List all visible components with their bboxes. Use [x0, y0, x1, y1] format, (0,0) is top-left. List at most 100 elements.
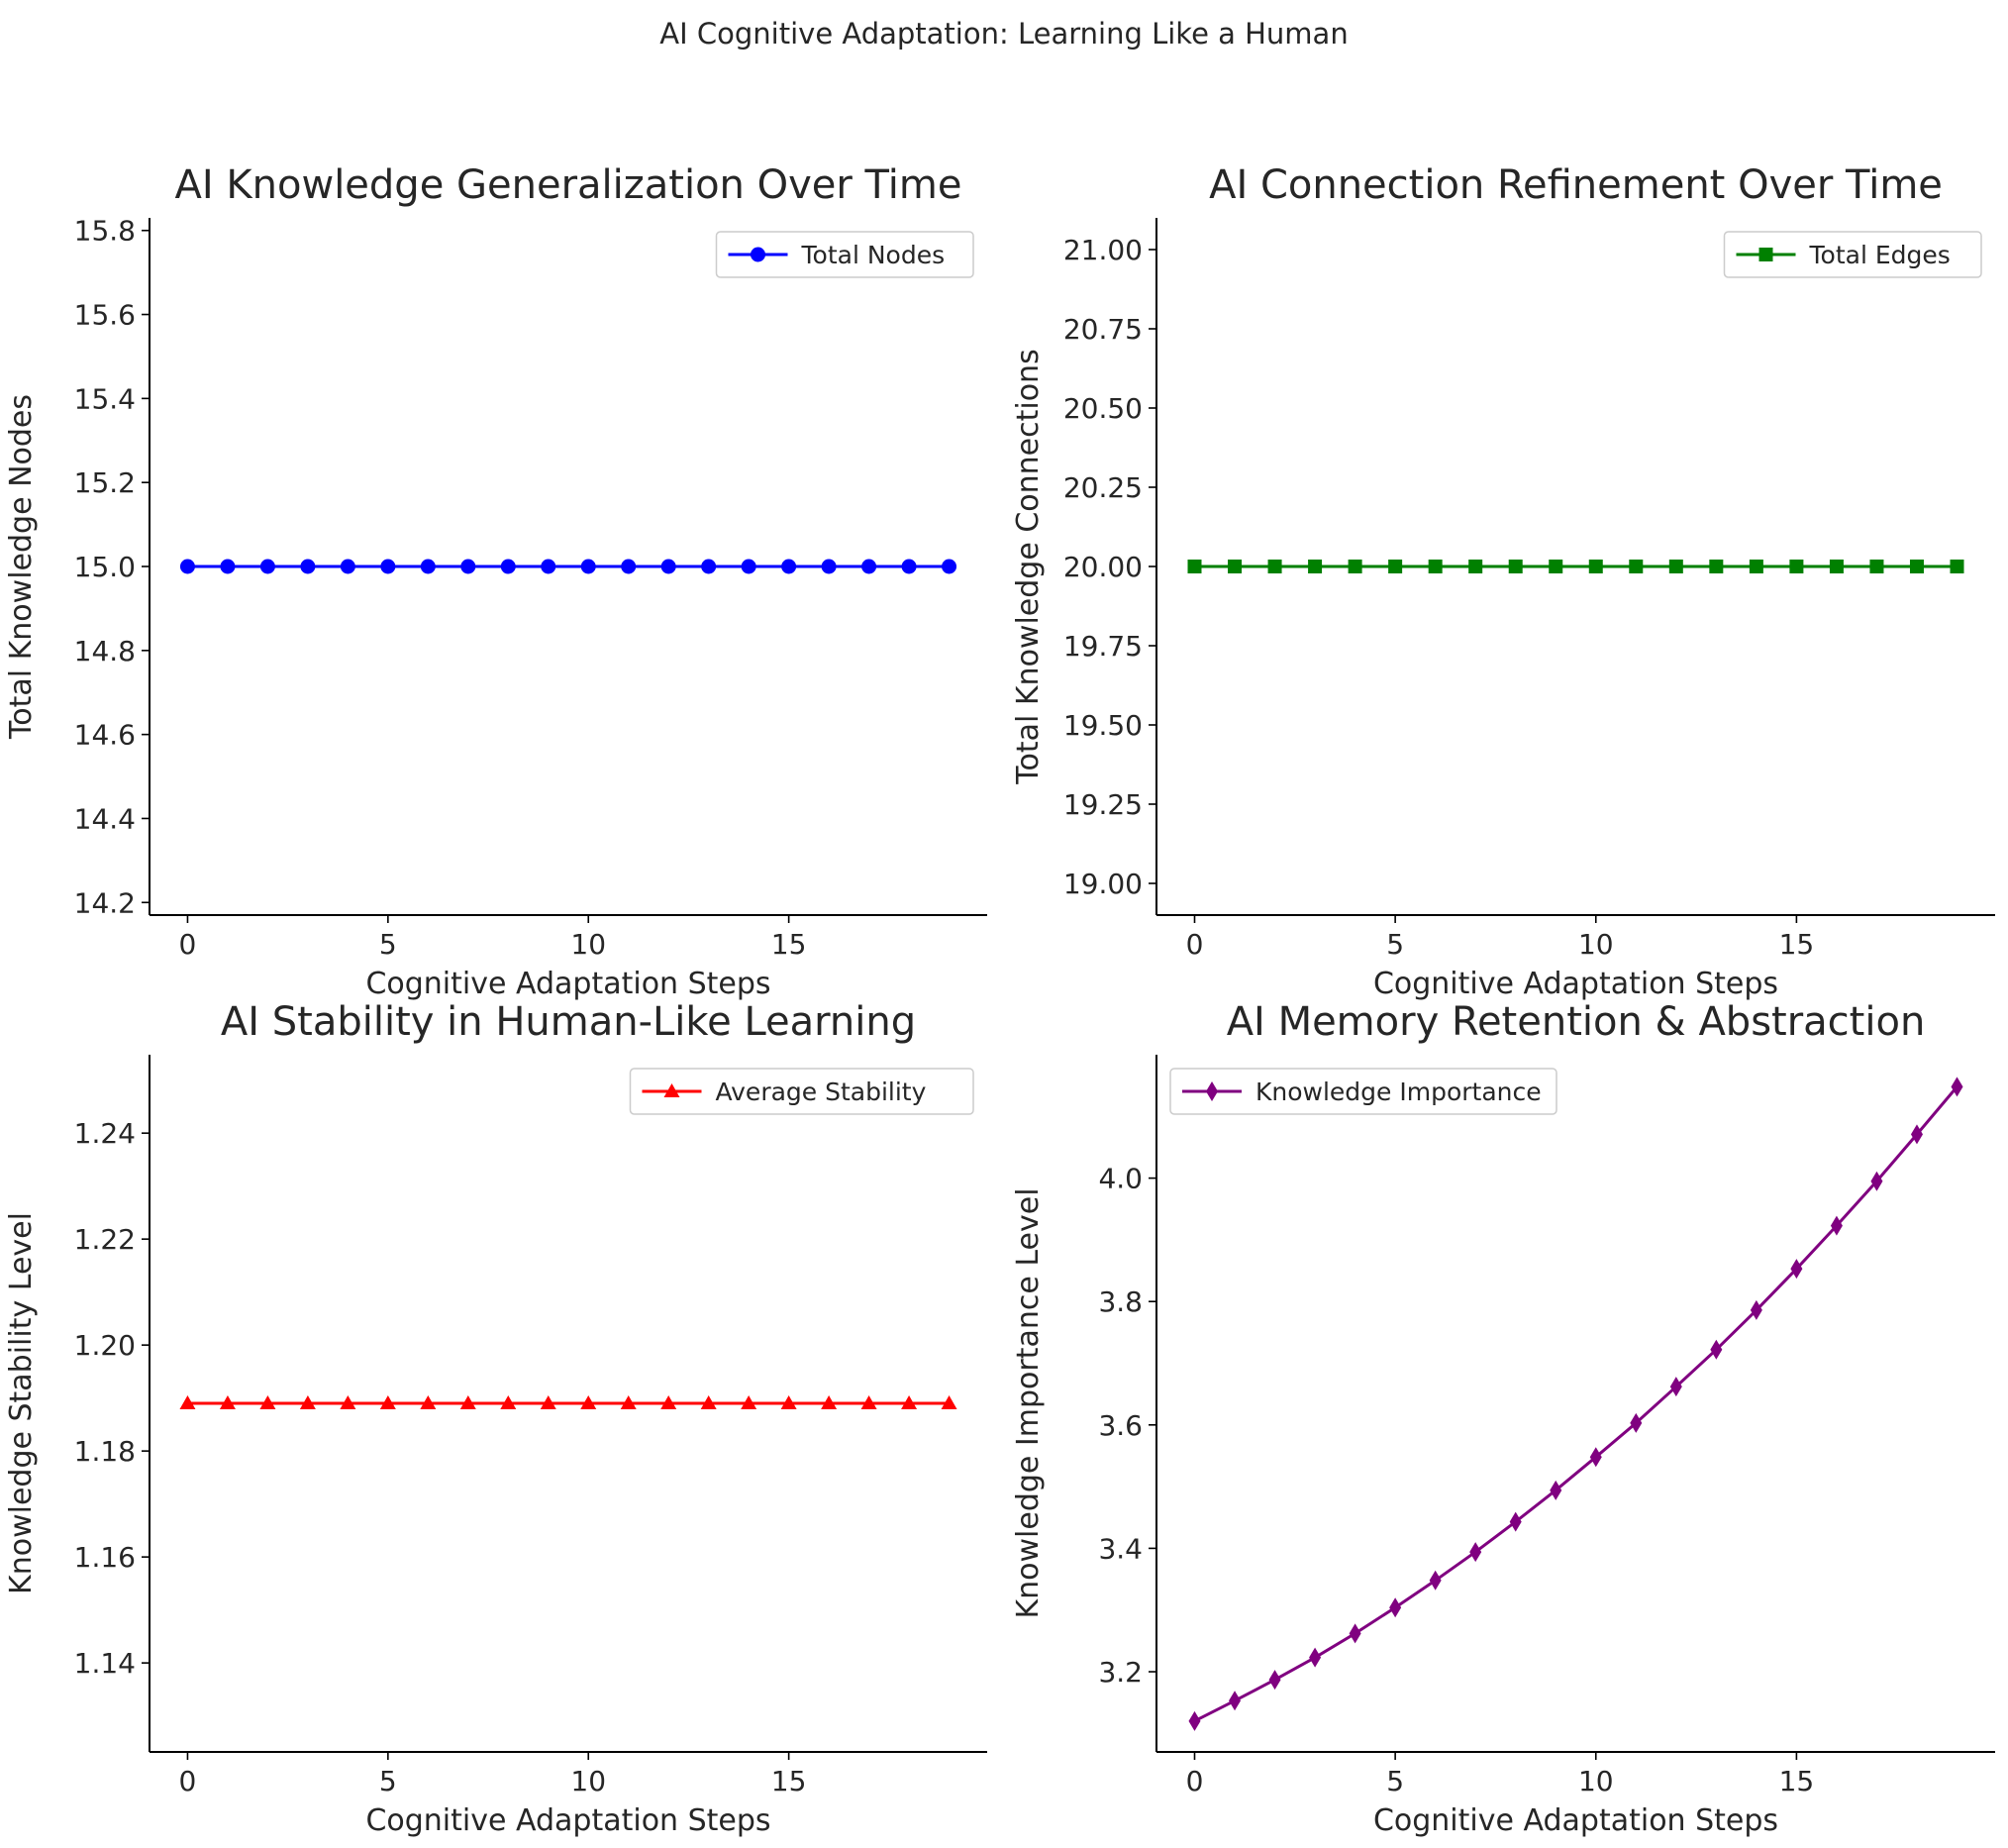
data-point — [780, 1395, 797, 1409]
data-point — [1508, 560, 1523, 573]
data-point — [901, 559, 917, 574]
subplots: AI Knowledge Generalization Over Time 0 5 1… — [4, 162, 1995, 1838]
data-point — [420, 1395, 437, 1409]
data-point — [861, 559, 877, 574]
y-tick-label: 20.00 — [1063, 551, 1143, 583]
data-point — [860, 1395, 877, 1409]
y-tick-label: 15.2 — [74, 466, 136, 499]
y-tick-label: 15.6 — [74, 299, 136, 332]
x-tick-label: 10 — [570, 1765, 606, 1797]
y-tick-label: 1.24 — [74, 1117, 136, 1150]
y-tick-label: 14.2 — [74, 886, 136, 919]
data-point — [942, 559, 957, 574]
data-point — [541, 559, 556, 574]
data-point — [1349, 1623, 1361, 1644]
data-point — [741, 559, 756, 574]
data-point — [1709, 560, 1724, 573]
y-axis-label: Total Knowledge Nodes — [4, 394, 39, 740]
y-tick-label: 3.6 — [1098, 1409, 1143, 1442]
data-point — [1267, 560, 1282, 573]
legend-marker — [663, 1083, 680, 1097]
legend: Total Nodes — [715, 231, 974, 278]
x-tick-label: 0 — [179, 928, 197, 961]
data-point — [420, 559, 436, 574]
legend: Knowledge Importance — [1169, 1068, 1557, 1115]
y-tick-label: 20.25 — [1063, 471, 1143, 504]
data-point — [460, 559, 476, 574]
legend: Average Stability — [629, 1068, 974, 1115]
y-tick-label: 3.8 — [1098, 1285, 1143, 1318]
x-axis-label: Cognitive Adaptation Steps — [1373, 967, 1778, 1001]
data-point — [701, 559, 717, 574]
y-axis-label: Knowledge Importance Level — [1011, 1187, 1046, 1618]
data-point — [1549, 560, 1563, 573]
y-tick-label: 19.00 — [1063, 868, 1143, 900]
data-point — [941, 1395, 957, 1409]
data-point — [1668, 560, 1683, 573]
data-point — [1630, 1412, 1643, 1433]
data-point — [299, 1395, 316, 1409]
x-tick-label: 5 — [1386, 928, 1404, 961]
y-tick-label: 14.6 — [74, 719, 136, 752]
data-point — [340, 559, 355, 574]
data-point — [1308, 560, 1323, 573]
data-point — [580, 1395, 597, 1409]
subplot-4: AI Memory Retention & Abstraction 0 5 10 15 3… — [1011, 999, 1995, 1838]
legend-marker — [1758, 248, 1773, 261]
data-point — [1589, 1447, 1602, 1468]
data-point — [781, 559, 797, 574]
x-tick-label: 5 — [379, 928, 397, 961]
y-axis-label: Total Knowledge Connections — [1011, 349, 1046, 784]
y-tick-label: 15.4 — [74, 382, 136, 415]
data-point — [179, 559, 195, 574]
legend-label: Total Edges — [1809, 241, 1951, 269]
data-point — [259, 559, 275, 574]
data-point — [1428, 560, 1443, 573]
data-point — [340, 1395, 356, 1409]
legend-frame — [715, 231, 974, 278]
data-point — [379, 1395, 396, 1409]
data-point — [1870, 1171, 1883, 1191]
subplot-title: AI Stability in Human-Like Learning — [221, 999, 916, 1045]
data-point — [1790, 1259, 1803, 1280]
data-point — [1550, 1480, 1562, 1500]
data-point — [901, 1395, 918, 1409]
series-line — [1193, 1085, 1958, 1723]
data-point — [1950, 560, 1964, 573]
data-point — [1669, 1377, 1682, 1397]
x-axis-label: Cognitive Adaptation Steps — [1373, 1803, 1778, 1838]
data-point — [540, 1395, 556, 1409]
subplot-title: AI Connection Refinement Over Time — [1209, 162, 1943, 208]
y-tick-label: 1.18 — [74, 1435, 136, 1468]
y-tick-label: 3.2 — [1098, 1656, 1143, 1689]
y-tick-label: 3.4 — [1098, 1532, 1143, 1565]
legend-label: Total Nodes — [801, 241, 946, 269]
x-tick-label: 15 — [1779, 928, 1815, 961]
legend-frame — [629, 1068, 974, 1115]
data-point — [1910, 1124, 1923, 1145]
legend-label: Average Stability — [716, 1078, 927, 1106]
x-tick-label: 5 — [379, 1765, 397, 1797]
data-point — [1429, 1570, 1442, 1591]
data-point — [660, 1395, 677, 1409]
data-point — [179, 1395, 196, 1409]
x-tick-label: 10 — [570, 928, 606, 961]
x-tick-label: 0 — [179, 1765, 197, 1797]
x-tick-label: 15 — [771, 928, 807, 961]
data-point — [621, 559, 637, 574]
y-tick-label: 1.20 — [74, 1329, 136, 1362]
data-point — [1468, 560, 1483, 573]
y-tick-label: 1.16 — [74, 1541, 136, 1574]
data-point — [1789, 560, 1804, 573]
data-point — [1389, 1597, 1402, 1618]
subplot-2: AI Connection Refinement Over Time 0 5 10 15… — [1011, 162, 1995, 1001]
x-tick-label: 15 — [771, 1765, 807, 1797]
legend-marker — [751, 247, 765, 262]
x-tick-label: 10 — [1578, 928, 1614, 961]
data-point — [1749, 560, 1763, 573]
data-point — [1469, 1542, 1482, 1563]
y-tick-label: 15.8 — [74, 215, 136, 248]
figure-suptitle: AI Cognitive Adaptation: Learning Like a… — [659, 17, 1348, 51]
y-tick-label: 21.00 — [1063, 234, 1143, 266]
x-tick-label: 0 — [1186, 928, 1204, 961]
